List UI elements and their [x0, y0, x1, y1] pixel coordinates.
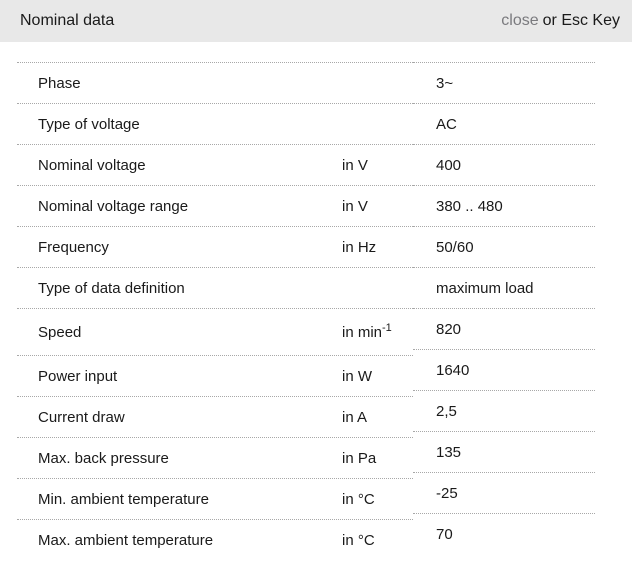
row-unit: in min-1	[342, 321, 413, 341]
table-value-row: 3~	[413, 62, 595, 103]
row-unit-text: in V	[342, 197, 368, 215]
row-value: 50/60	[436, 238, 474, 256]
row-value: 1640	[436, 361, 470, 379]
dialog-close-hint: close or Esc Key	[501, 12, 620, 30]
row-label: Type of data definition	[38, 279, 185, 297]
values-column: 3~ AC 400 380 .. 480 50/60 maximum load 820 164…	[413, 62, 595, 560]
row-unit: in W	[342, 368, 413, 385]
row-label: Current draw	[38, 408, 125, 426]
table-value-row: 50/60	[413, 226, 595, 267]
row-value: 3~	[436, 74, 454, 92]
row-value: 135	[436, 443, 462, 461]
row-label: Nominal voltage	[38, 156, 146, 174]
dialog-header: Nominal data close or Esc Key	[0, 0, 632, 42]
table-value-row: maximum load	[413, 267, 595, 308]
table-value-row: 2,5	[413, 390, 595, 431]
table-row: Speed in min-1	[17, 308, 413, 355]
table-row: Phase	[17, 62, 413, 103]
row-label: Phase	[38, 74, 81, 92]
row-unit: in Pa	[342, 450, 413, 467]
table-row: Nominal voltage range in V	[17, 185, 413, 226]
row-label: Max. ambient temperature	[38, 531, 214, 549]
table-row: Min. ambient temperature in °C	[17, 478, 413, 519]
row-label: Type of voltage	[38, 115, 140, 133]
row-unit: in °C	[342, 491, 413, 508]
row-unit-text: in Hz	[342, 238, 377, 256]
row-label: Power input	[38, 367, 118, 385]
row-value: 70	[436, 525, 453, 543]
row-value: maximum load	[436, 279, 534, 297]
row-unit-text: in °C	[342, 531, 375, 549]
esc-key-hint: or Esc Key	[542, 12, 620, 29]
row-unit-text: in A	[342, 408, 368, 426]
row-label: Speed	[38, 323, 82, 341]
row-unit-text: in min	[342, 323, 383, 341]
row-unit: in °C	[342, 532, 413, 549]
row-value: -25	[436, 484, 458, 502]
row-label: Frequency	[38, 238, 109, 256]
row-unit-superscript: -1	[382, 321, 392, 334]
row-label: Nominal voltage range	[38, 197, 189, 215]
row-unit-text: in Pa	[342, 449, 377, 467]
row-unit-text: in °C	[342, 490, 375, 508]
table-value-row: 400	[413, 144, 595, 185]
row-unit: in A	[342, 409, 413, 426]
table-row: Frequency in Hz	[17, 226, 413, 267]
table-row: Max. back pressure in Pa	[17, 437, 413, 478]
table-value-row: 380 .. 480	[413, 185, 595, 226]
table-value-row: 1640	[413, 349, 595, 390]
dialog-title: Nominal data	[20, 12, 115, 29]
row-value: 820	[436, 320, 462, 338]
table-row: Max. ambient temperature in °C	[17, 519, 413, 560]
table-row: Nominal voltage in V	[17, 144, 413, 185]
row-unit: in V	[342, 198, 413, 215]
row-unit: in Hz	[342, 239, 413, 256]
row-value: AC	[436, 115, 457, 133]
table-value-row: 70	[413, 513, 595, 554]
row-value: 380 .. 480	[436, 197, 503, 215]
row-value: 2,5	[436, 402, 457, 420]
table-value-row: 135	[413, 431, 595, 472]
row-value: 400	[436, 156, 462, 174]
table-value-row: -25	[413, 472, 595, 513]
row-unit-text: in W	[342, 367, 372, 385]
row-unit: in V	[342, 157, 413, 174]
table-row: Current draw in A	[17, 396, 413, 437]
row-label: Max. back pressure	[38, 449, 169, 467]
table-row: Type of data definition	[17, 267, 413, 308]
table-row: Power input in W	[17, 355, 413, 396]
close-button[interactable]: close	[501, 12, 539, 29]
row-unit-text: in V	[342, 156, 368, 174]
row-label: Min. ambient temperature	[38, 490, 209, 508]
table-value-row: 820	[413, 308, 595, 349]
table-row: Type of voltage	[17, 103, 413, 144]
table-value-row: AC	[413, 103, 595, 144]
